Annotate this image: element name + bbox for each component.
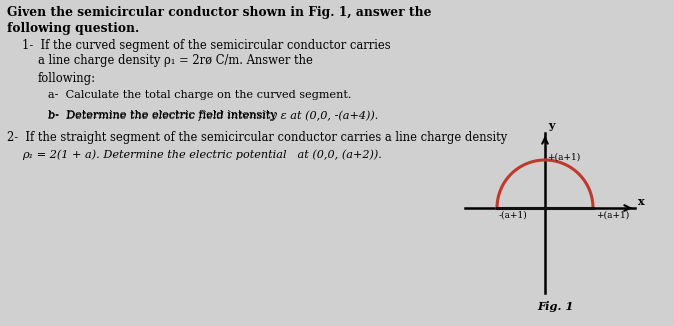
Text: y: y xyxy=(548,120,555,131)
Text: following:: following: xyxy=(38,72,96,85)
Text: -(a+1): -(a+1) xyxy=(499,211,528,220)
Text: b-  Determine the electric field intensity ε at (0,0, -(a+4)).: b- Determine the electric field intensit… xyxy=(48,110,378,121)
Text: 2-  If the straight segment of the semicircular conductor carries a line charge : 2- If the straight segment of the semici… xyxy=(7,131,508,144)
Text: +(a+1): +(a+1) xyxy=(596,211,630,220)
Text: Fig. 1: Fig. 1 xyxy=(537,301,573,312)
Text: 1-  If the curved segment of the semicircular conductor carries: 1- If the curved segment of the semicirc… xyxy=(22,39,391,52)
Text: a line charge density ρ₁ = 2rø C/m. Answer the: a line charge density ρ₁ = 2rø C/m. Answ… xyxy=(38,54,313,67)
Text: a-  Calculate the total charge on the curved segment.: a- Calculate the total charge on the cur… xyxy=(48,90,351,100)
Text: b-  Determine the electric field intensity: b- Determine the electric field intensit… xyxy=(48,110,280,120)
Text: following question.: following question. xyxy=(7,22,140,35)
Text: +(a+1): +(a+1) xyxy=(547,153,580,162)
Text: x: x xyxy=(638,196,644,207)
Text: Given the semicircular conductor shown in Fig. 1, answer the: Given the semicircular conductor shown i… xyxy=(7,6,431,19)
Text: ρ₁ = 2(1 + a). Determine the electric potential   at (0,0, (a+2)).: ρ₁ = 2(1 + a). Determine the electric po… xyxy=(22,149,382,159)
